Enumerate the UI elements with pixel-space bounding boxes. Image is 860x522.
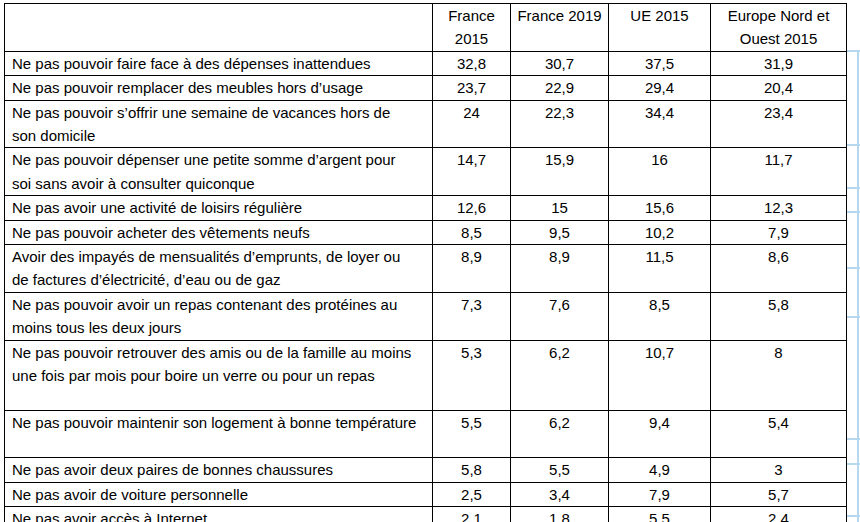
cell-value: 24 (433, 100, 511, 148)
column-header: France 2015 (433, 4, 511, 52)
cell-value: 7,9 (609, 482, 711, 506)
deprivation-table: France 2015France 2019UE 2015Europe Nord… (4, 3, 847, 522)
table-row: Ne pas pouvoir avoir un repas contenant … (5, 292, 847, 340)
row-label: Ne pas avoir accès à Internet (5, 507, 433, 522)
table-row: Ne pas avoir de voiture personnelle2,53,… (5, 482, 847, 506)
table-body: Ne pas pouvoir faire face à des dépenses… (5, 51, 847, 522)
cell-value: 9,5 (511, 220, 609, 244)
cell-value: 15 (511, 196, 609, 220)
table-row: Ne pas pouvoir maintenir son logement à … (5, 411, 847, 458)
cell-value: 20,4 (711, 76, 847, 100)
row-label: Ne pas pouvoir s’offrir une semaine de v… (5, 100, 433, 148)
cell-value: 8,6 (711, 245, 847, 293)
cell-value: 1,8 (511, 507, 609, 522)
cell-value: 2,5 (433, 482, 511, 506)
cell-value: 14,7 (433, 148, 511, 196)
row-label: Ne pas pouvoir remplacer des meubles hor… (5, 76, 433, 100)
row-label: Ne pas avoir une activité de loisirs rég… (5, 196, 433, 220)
table-row: Ne pas pouvoir remplacer des meubles hor… (5, 76, 847, 100)
table-row: Ne pas pouvoir s’offrir une semaine de v… (5, 100, 847, 148)
row-label: Ne pas pouvoir dépenser une petite somme… (5, 148, 433, 196)
cell-value: 9,4 (609, 411, 711, 458)
column-header: UE 2015 (609, 4, 711, 52)
column-header: Europe Nord et Ouest 2015 (711, 4, 847, 52)
cell-value: 2,1 (433, 507, 511, 522)
row-label: Ne pas avoir deux paires de bonnes chaus… (5, 458, 433, 482)
cell-value: 12,3 (711, 196, 847, 220)
cell-value: 8,9 (433, 245, 511, 293)
table-row: Ne pas pouvoir dépenser une petite somme… (5, 148, 847, 196)
cell-value: 5,8 (711, 292, 847, 340)
table-row: Ne pas avoir deux paires de bonnes chaus… (5, 458, 847, 482)
cell-value: 11,5 (609, 245, 711, 293)
cell-value: 7,9 (711, 220, 847, 244)
cell-value: 3 (711, 458, 847, 482)
gridline-vertical (857, 50, 859, 522)
cell-value: 29,4 (609, 76, 711, 100)
cell-value: 7,3 (433, 292, 511, 340)
table-row: Ne pas pouvoir faire face à des dépenses… (5, 51, 847, 75)
cell-value: 34,4 (609, 100, 711, 148)
cell-value: 15,9 (511, 148, 609, 196)
row-label: Ne pas avoir de voiture personnelle (5, 482, 433, 506)
cell-value: 4,9 (609, 458, 711, 482)
row-label: Ne pas pouvoir faire face à des dépenses… (5, 51, 433, 75)
cell-value: 8,5 (433, 220, 511, 244)
table-row: Ne pas pouvoir retrouver des amis ou de … (5, 340, 847, 411)
cell-value: 37,5 (609, 51, 711, 75)
cell-value: 8 (711, 340, 847, 411)
column-header: France 2019 (511, 4, 609, 52)
cell-value: 30,7 (511, 51, 609, 75)
cell-value: 22,9 (511, 76, 609, 100)
cell-value: 10,2 (609, 220, 711, 244)
cell-value: 8,5 (609, 292, 711, 340)
cell-value: 5,4 (711, 411, 847, 458)
cell-value: 8,9 (511, 245, 609, 293)
cell-value: 11,7 (711, 148, 847, 196)
document-page: France 2015France 2019UE 2015Europe Nord… (0, 0, 860, 522)
table-row: Ne pas pouvoir acheter des vêtements neu… (5, 220, 847, 244)
cell-value: 2,4 (711, 507, 847, 522)
cell-value: 15,6 (609, 196, 711, 220)
cell-value: 32,8 (433, 51, 511, 75)
cell-value: 12,6 (433, 196, 511, 220)
cell-value: 22,3 (511, 100, 609, 148)
cell-value: 5,5 (511, 458, 609, 482)
cell-value: 3,4 (511, 482, 609, 506)
row-label: Ne pas pouvoir acheter des vêtements neu… (5, 220, 433, 244)
header-row: France 2015France 2019UE 2015Europe Nord… (5, 4, 847, 52)
row-label: Avoir des impayés de mensualités d’empru… (5, 245, 433, 293)
cell-value: 5,7 (711, 482, 847, 506)
cell-value: 5,5 (433, 411, 511, 458)
cell-value: 23,7 (433, 76, 511, 100)
cell-value: 10,7 (609, 340, 711, 411)
table-row: Ne pas avoir une activité de loisirs rég… (5, 196, 847, 220)
cell-value: 31,9 (711, 51, 847, 75)
row-label: Ne pas pouvoir avoir un repas contenant … (5, 292, 433, 340)
cell-value: 5,3 (433, 340, 511, 411)
cell-value: 23,4 (711, 100, 847, 148)
table-row: Ne pas avoir accès à Internet2,11,85,52,… (5, 507, 847, 522)
table-row: Avoir des impayés de mensualités d’empru… (5, 245, 847, 293)
cell-value: 7,6 (511, 292, 609, 340)
cell-value: 5,8 (433, 458, 511, 482)
row-label: Ne pas pouvoir maintenir son logement à … (5, 411, 433, 458)
row-label: Ne pas pouvoir retrouver des amis ou de … (5, 340, 433, 411)
cell-value: 5,5 (609, 507, 711, 522)
corner-cell (5, 4, 433, 52)
cell-value: 6,2 (511, 340, 609, 411)
cell-value: 16 (609, 148, 711, 196)
cell-value: 6,2 (511, 411, 609, 458)
